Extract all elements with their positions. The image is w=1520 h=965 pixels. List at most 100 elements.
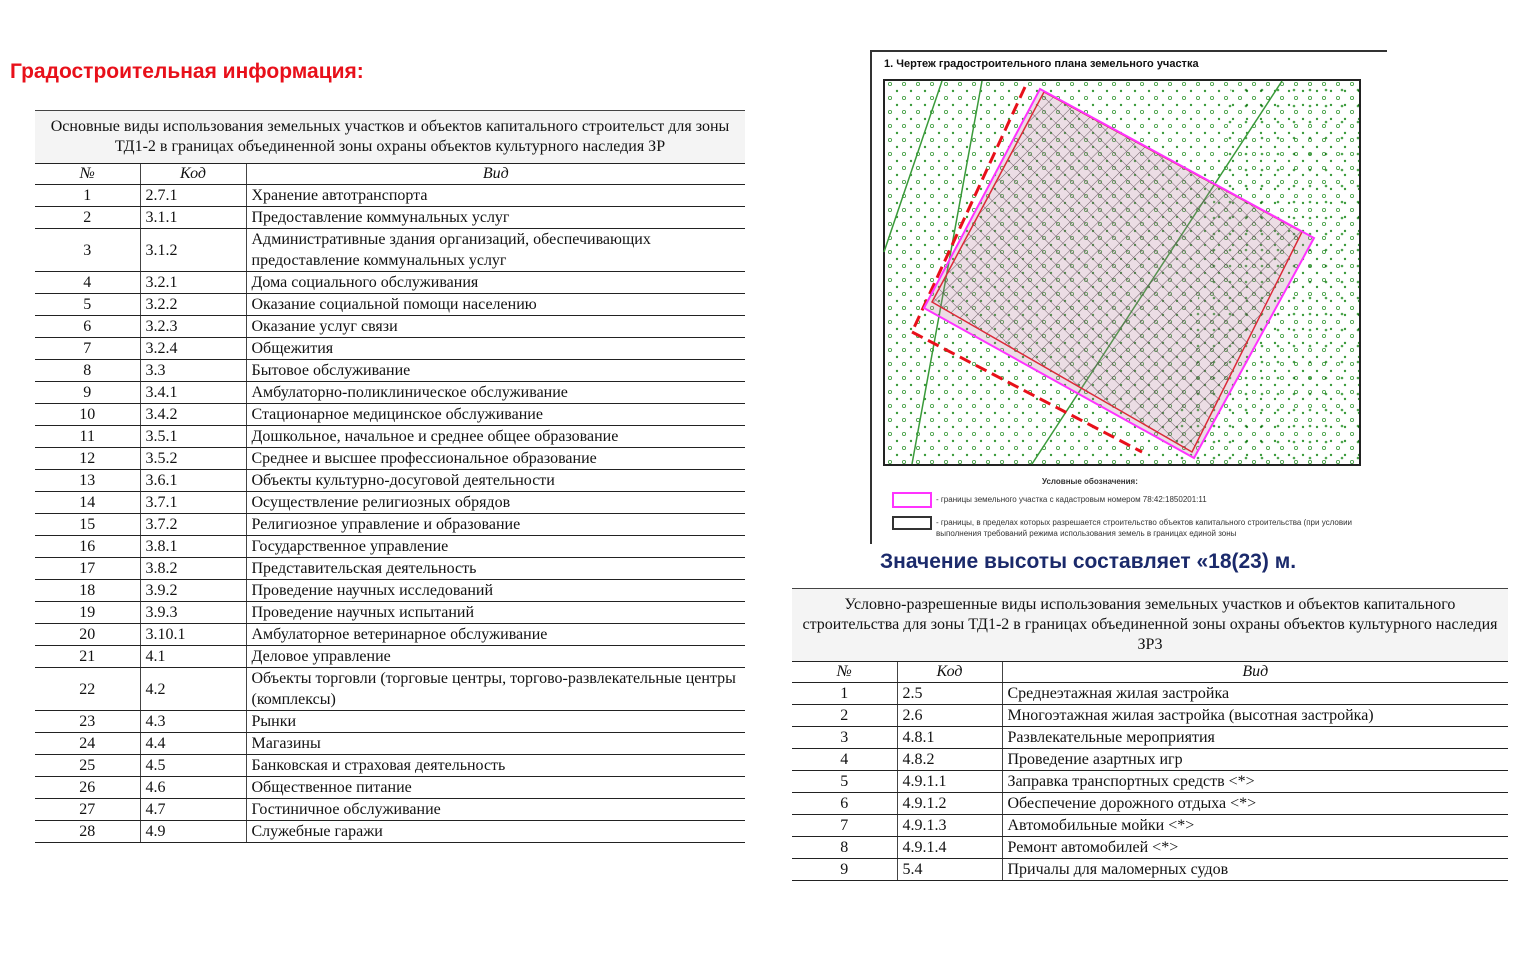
cell-number: 28 (35, 820, 140, 843)
cell-number: 6 (792, 792, 897, 815)
cell-code: 3.8.1 (139, 535, 246, 558)
map-graphic (883, 79, 1361, 466)
cell-code: 4.9.1.2 (896, 792, 1002, 815)
col-header-number: № (35, 163, 140, 185)
cell-type: Банковская и страховая деятельность (245, 754, 745, 777)
cell-number: 1 (35, 184, 140, 207)
table-caption: Основные виды использования земельных уч… (35, 110, 745, 164)
cell-code: 3.2.1 (139, 271, 246, 294)
cell-code: 5.4 (896, 858, 1002, 881)
table-row: 4 4.8.2 Проведение азартных игр (792, 748, 1508, 771)
cell-type: Ремонт автомобилей <*> (1001, 836, 1508, 859)
table-row: 1 2.7.1 Хранение автотранспорта (35, 184, 745, 207)
main-table-wrap: Основные виды использования земельных уч… (0, 0, 745, 872)
table-row: 12 3.5.2 Среднее и высшее профессиональное… (35, 447, 745, 470)
table-row: 27 4.7 Гостиничное обслуживание (35, 798, 745, 821)
cell-code: 4.9 (139, 820, 246, 843)
cell-type: Проведение азартных игр (1001, 748, 1508, 771)
cell-type: Среднее и высшее профессиональное образо… (245, 447, 745, 470)
cell-code: 4.9.1.4 (896, 836, 1002, 859)
cell-type: Государственное управление (245, 535, 745, 558)
cell-type: Причалы для маломерных судов (1001, 858, 1508, 881)
cell-number: 13 (35, 469, 140, 492)
table-row: 8 3.3 Бытовое обслуживание (35, 359, 745, 382)
cell-type: Служебные гаражи (245, 820, 745, 843)
cell-code: 4.3 (139, 710, 246, 733)
cell-type: Дошкольное, начальное и среднее общее об… (245, 425, 745, 448)
cell-number: 25 (35, 754, 140, 777)
cell-code: 2.6 (896, 704, 1002, 727)
cell-type: Проведение научных исследований (245, 579, 745, 602)
cell-code: 3.6.1 (139, 469, 246, 492)
cell-number: 21 (35, 645, 140, 668)
cell-number: 3 (35, 228, 140, 272)
cell-number: 5 (792, 770, 897, 793)
cell-code: 3.4.2 (139, 403, 246, 426)
table-row: 10 3.4.2 Стационарное медицинское обслужив… (35, 403, 745, 426)
cell-type: Предоставление коммунальных услуг (245, 206, 745, 229)
table-row: 3 4.8.1 Развлекательные мероприятия (792, 726, 1508, 749)
table-row: 18 3.9.2 Проведение научных исследований (35, 579, 745, 602)
cell-number: 14 (35, 491, 140, 514)
cell-number: 4 (792, 748, 897, 771)
table-row: 8 4.9.1.4 Ремонт автомобилей <*> (792, 836, 1508, 859)
table-row: 7 3.2.4 Общежития (35, 337, 745, 360)
cell-type: Заправка транспортных средств <*> (1001, 770, 1508, 793)
cell-number: 9 (35, 381, 140, 404)
cell-code: 3.5.2 (139, 447, 246, 470)
table-row: 2 3.1.1 Предоставление коммунальных услуг (35, 206, 745, 229)
legend-item-buildable: - границы, в пределах которых разрешаетс… (936, 518, 1352, 538)
col-header-type: Вид (1001, 661, 1508, 683)
cell-number: 20 (35, 623, 140, 646)
cell-type: Оказание социальной помощи населению (245, 293, 745, 316)
cell-type: Автомобильные мойки <*> (1001, 814, 1508, 837)
plot-boundary (922, 87, 1316, 460)
cell-code: 4.2 (139, 667, 246, 711)
cell-code: 4.5 (139, 754, 246, 777)
cell-type: Хранение автотранспорта (245, 184, 745, 207)
cell-number: 23 (35, 710, 140, 733)
cell-type: Объекты торговли (торговые центры, торго… (245, 667, 745, 711)
cell-code: 3.9.2 (139, 579, 246, 602)
cell-number: 22 (35, 667, 140, 711)
cell-code: 3.2.2 (139, 293, 246, 316)
conditional-table-wrap: Условно-разрешенные виды использования з… (792, 588, 1508, 881)
cell-type: Развлекательные мероприятия (1001, 726, 1508, 749)
conditional-uses-table: Условно-разрешенные виды использования з… (792, 588, 1508, 881)
table-row: 15 3.7.2 Религиозное управление и образова… (35, 513, 745, 536)
cell-type: Амбулаторно-поликлиническое обслуживание (245, 381, 745, 404)
col-header-code: Код (896, 661, 1002, 683)
table-row: 5 4.9.1.1 Заправка транспортных средств <*… (792, 770, 1508, 793)
cell-code: 3.1.1 (139, 206, 246, 229)
cell-type: Обеспечение дорожного отдыха <*> (1001, 792, 1508, 815)
cell-code: 3.7.2 (139, 513, 246, 536)
table-row: 24 4.4 Магазины (35, 732, 745, 755)
table-row: 4 3.2.1 Дома социального обслуживания (35, 271, 745, 294)
table-row: 25 4.5 Банковская и страховая деятельность (35, 754, 745, 777)
cell-code: 4.1 (139, 645, 246, 668)
cell-type: Амбулаторное ветеринарное обслуживание (245, 623, 745, 646)
table-row: 6 4.9.1.2 Обеспечение дорожного отдыха <*> (792, 792, 1508, 815)
cell-number: 2 (792, 704, 897, 727)
cell-number: 12 (35, 447, 140, 470)
cell-code: 3.4.1 (139, 381, 246, 404)
table-row: 22 4.2 Объекты торговли (торговые центры, … (35, 667, 745, 711)
main-uses-table: Основные виды использования земельных уч… (35, 110, 745, 843)
cell-code: 3.1.2 (139, 228, 246, 272)
table-row: 3 3.1.2 Административные здания организаци… (35, 228, 745, 272)
cell-number: 7 (35, 337, 140, 360)
cell-code: 3.3 (139, 359, 246, 382)
map-title: 1. Чертеж градостроительного плана земел… (884, 58, 1199, 70)
cell-code: 3.10.1 (139, 623, 246, 646)
table-row: 6 3.2.3 Оказание услуг связи (35, 315, 745, 338)
cell-type: Религиозное управление и образование (245, 513, 745, 536)
cell-number: 16 (35, 535, 140, 558)
cell-number: 15 (35, 513, 140, 536)
cell-type: Рынки (245, 710, 745, 733)
table-row: 20 3.10.1 Амбулаторное ветеринарное обслуж… (35, 623, 745, 646)
cell-type: Объекты культурно-досуговой деятельности (245, 469, 745, 492)
table-row: 14 3.7.1 Осуществление религиозных обрядов (35, 491, 745, 514)
cell-type: Дома социального обслуживания (245, 271, 745, 294)
cell-number: 18 (35, 579, 140, 602)
cell-type: Общественное питание (245, 776, 745, 799)
